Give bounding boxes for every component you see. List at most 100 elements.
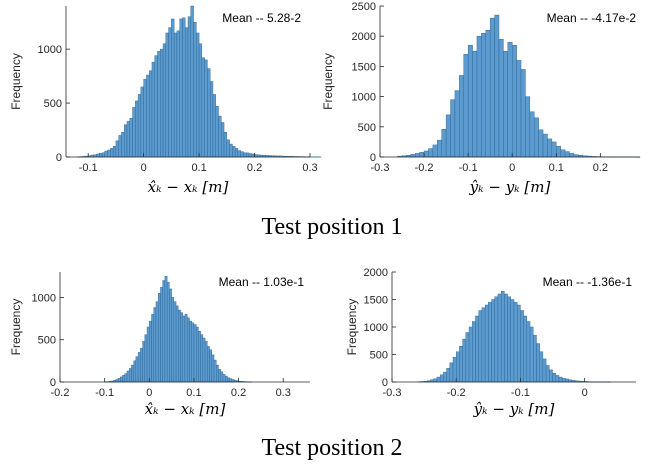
histogram-bar bbox=[198, 43, 203, 158]
x-tick-label: -0.3 bbox=[371, 162, 390, 174]
histogram-bar bbox=[132, 107, 136, 158]
histogram-bar bbox=[129, 117, 133, 158]
histogram-bar bbox=[472, 51, 478, 158]
histogram-bar bbox=[200, 334, 204, 383]
y-axis-label: Frequency bbox=[9, 299, 23, 356]
histogram-bar bbox=[204, 59, 208, 158]
y-tick-label: 0 bbox=[382, 377, 388, 389]
histogram-bar bbox=[221, 122, 225, 158]
y-tick-label: 1000 bbox=[32, 292, 56, 304]
y-tick-label: 2000 bbox=[352, 31, 376, 43]
histogram-bar bbox=[534, 117, 539, 158]
histogram-bar bbox=[213, 359, 217, 383]
histogram-bar bbox=[128, 368, 132, 383]
histogram-bar bbox=[182, 17, 186, 158]
mean-annotation: Mean -- -1.36e-1 bbox=[543, 275, 633, 289]
y-tick-label: 500 bbox=[38, 335, 56, 347]
histogram-bar bbox=[135, 100, 139, 158]
histogram-bar bbox=[246, 152, 250, 158]
histogram-bar bbox=[489, 17, 495, 158]
histogram-bar bbox=[191, 322, 195, 383]
mean-annotation: Mean -- 1.03e-1 bbox=[219, 275, 305, 289]
histogram-bar bbox=[533, 335, 537, 383]
histogram-bar bbox=[542, 358, 547, 383]
histogram-bar bbox=[538, 129, 544, 158]
histogram-bar bbox=[503, 51, 509, 158]
histogram-bar bbox=[135, 356, 139, 383]
histogram-bar bbox=[229, 143, 233, 158]
histogram-bar bbox=[115, 140, 119, 158]
histogram-bar bbox=[556, 145, 561, 158]
histogram-bar bbox=[146, 326, 150, 383]
histogram-bar bbox=[481, 307, 486, 383]
histogram-bar bbox=[165, 32, 169, 158]
histogram-bar bbox=[131, 364, 134, 383]
histogram-bar bbox=[237, 150, 241, 158]
x-tick-label: -0.1 bbox=[459, 162, 478, 174]
x-tick-label: 0.2 bbox=[247, 162, 262, 174]
histogram-bar bbox=[184, 314, 188, 383]
histogram-bar bbox=[467, 45, 473, 158]
histogram-x-error-position-1: -0.1 0 0.1 0.2 0.3 0 500 1000 Frequency x̂ₖ − xₖ … bbox=[9, 5, 322, 196]
x-tick-label: 0.1 bbox=[186, 387, 201, 399]
histogram-bar bbox=[143, 79, 147, 158]
y-tick-label: 500 bbox=[370, 350, 388, 362]
histogram-bar bbox=[187, 317, 190, 383]
histogram-bar bbox=[462, 338, 467, 383]
histogram-bar bbox=[204, 341, 208, 383]
x-tick-label: 0.2 bbox=[593, 162, 608, 174]
histogram-bar bbox=[168, 27, 172, 158]
histogram-bar bbox=[415, 153, 420, 158]
histogram-bar bbox=[176, 30, 180, 158]
x-tick-label: 0 bbox=[141, 162, 147, 174]
histogram-bar bbox=[428, 148, 434, 158]
histogram-bar bbox=[185, 27, 189, 158]
y-tick-label: 2000 bbox=[364, 267, 388, 279]
histogram-bar bbox=[251, 153, 255, 158]
histogram-bar bbox=[211, 354, 215, 383]
histogram-bar bbox=[96, 153, 100, 158]
histogram-bar bbox=[148, 70, 153, 158]
histogram-bar bbox=[160, 287, 163, 383]
y-tick-label: 1000 bbox=[352, 92, 376, 104]
histogram-bar bbox=[169, 288, 172, 383]
histogram-bar bbox=[454, 90, 460, 158]
histogram-bar bbox=[198, 331, 201, 383]
histogram-bar bbox=[232, 146, 236, 158]
histogram-bar bbox=[525, 96, 531, 158]
histogram-bar bbox=[179, 18, 183, 158]
histogram-bar bbox=[218, 115, 222, 158]
histogram-bar bbox=[104, 150, 108, 158]
histogram-bar bbox=[189, 320, 192, 383]
histogram-bar bbox=[523, 315, 528, 383]
histogram-bar bbox=[478, 310, 483, 383]
histogram-bar bbox=[110, 148, 114, 158]
x-tick-label: 0.3 bbox=[276, 387, 291, 399]
histogram-bar bbox=[542, 133, 548, 158]
histogram-bar bbox=[227, 377, 230, 383]
histogram-bar bbox=[162, 43, 167, 158]
histogram-bar bbox=[512, 45, 517, 158]
histogram-bar bbox=[190, 5, 194, 158]
histogram-bar bbox=[504, 293, 508, 383]
histogram-bar bbox=[517, 304, 521, 383]
histogram-bar bbox=[433, 378, 438, 383]
histogram-bar bbox=[101, 152, 106, 158]
histogram-bar bbox=[207, 346, 210, 383]
histogram-bar bbox=[552, 373, 556, 383]
histogram-bar bbox=[126, 370, 130, 383]
histogram-bar bbox=[432, 144, 438, 158]
x-axis-label: ŷₖ − yₖ [m] bbox=[469, 178, 551, 196]
x-tick-label: 0.3 bbox=[302, 162, 317, 174]
histogram-bar bbox=[140, 86, 144, 158]
caption-test-position-1: Test position 1 bbox=[262, 214, 403, 240]
histogram-bar bbox=[209, 81, 214, 158]
y-tick-label: 1500 bbox=[352, 61, 376, 73]
x-tick-label: 0 bbox=[509, 162, 515, 174]
histogram-bar bbox=[121, 131, 125, 158]
y-tick-label: 1500 bbox=[364, 295, 388, 307]
histogram-bar bbox=[465, 332, 470, 383]
histogram-bar bbox=[507, 296, 511, 383]
histogram-bar bbox=[565, 378, 569, 383]
histogram-bar bbox=[153, 307, 157, 383]
